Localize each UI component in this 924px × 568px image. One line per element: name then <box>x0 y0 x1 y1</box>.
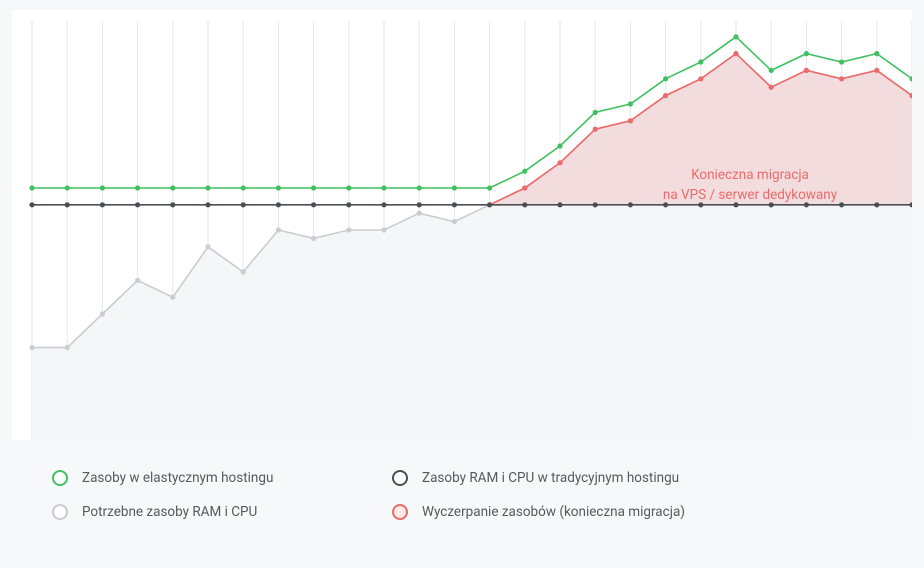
legend-label: Zasoby RAM i CPU w tradycyjnym hostingu <box>422 470 679 486</box>
legend-marker-icon <box>392 504 408 520</box>
legend-marker-icon <box>392 470 408 486</box>
legend-label: Zasoby w elastycznym hostingu <box>82 470 273 486</box>
chart-svg <box>12 10 912 440</box>
legend: Zasoby w elastycznym hostingu Zasoby RAM … <box>0 440 924 520</box>
legend-marker-icon <box>52 504 68 520</box>
legend-label: Potrzebne zasoby RAM i CPU <box>82 504 257 520</box>
legend-marker-icon <box>52 470 68 486</box>
legend-label: Wyczerpanie zasobów (konieczna migracja) <box>422 504 685 520</box>
legend-item: Zasoby w elastycznym hostingu <box>52 470 372 486</box>
legend-item: Potrzebne zasoby RAM i CPU <box>52 504 372 520</box>
chart-container: Konieczna migracja na VPS / serwer dedyk… <box>12 10 912 440</box>
legend-item: Wyczerpanie zasobów (konieczna migracja) <box>392 504 912 520</box>
legend-item: Zasoby RAM i CPU w tradycyjnym hostingu <box>392 470 912 486</box>
